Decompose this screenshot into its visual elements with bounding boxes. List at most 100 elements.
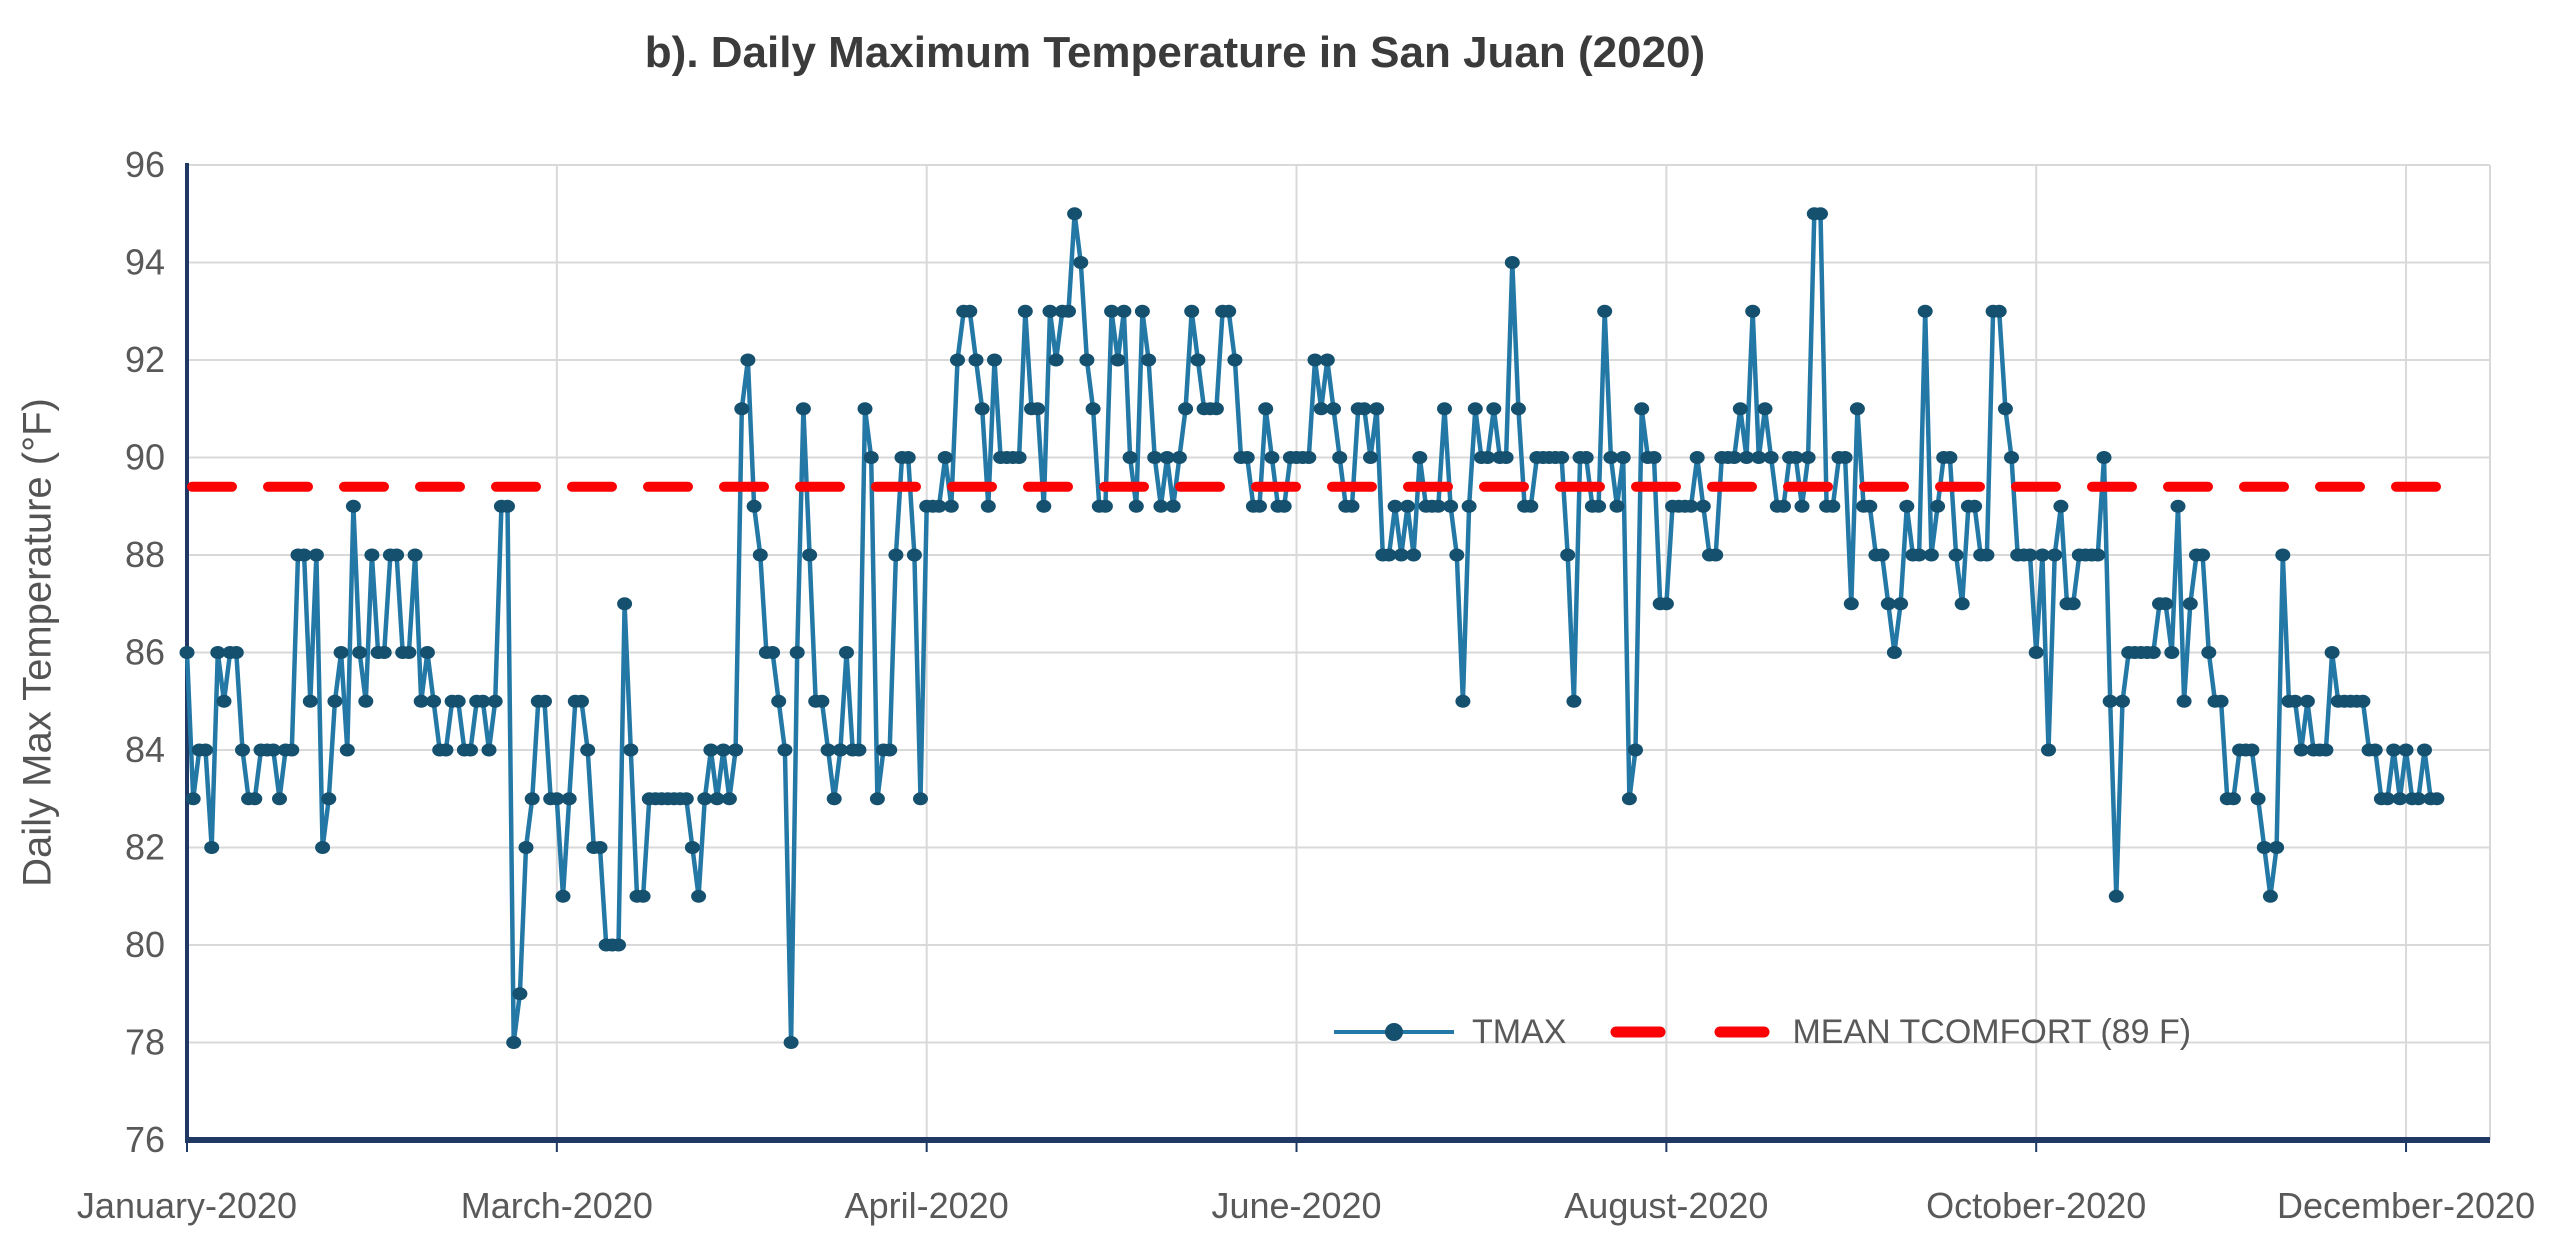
tmax-data-marker xyxy=(1486,402,1502,416)
tmax-legend-swatch xyxy=(1334,1023,1454,1041)
tmax-data-marker xyxy=(869,792,885,806)
tmax-data-marker xyxy=(345,499,361,513)
tmax-data-marker xyxy=(2022,548,2038,562)
x-tick-label: October-2020 xyxy=(1926,1185,2146,1226)
tmax-data-marker xyxy=(1554,451,1570,464)
tmax-data-marker xyxy=(2299,694,2315,708)
tmax-data-marker xyxy=(765,646,781,659)
tmax-data-marker xyxy=(832,743,848,757)
tmax-data-marker xyxy=(487,694,503,708)
tmax-data-marker xyxy=(1104,304,1120,318)
tmax-data-marker xyxy=(1967,499,1983,513)
tmax-data-marker xyxy=(1739,451,1754,464)
tmax-data-marker xyxy=(524,792,540,806)
tmax-data-marker xyxy=(1942,451,1958,464)
tmax-data-marker xyxy=(2355,694,2371,708)
tmax-data-marker xyxy=(1880,597,1896,611)
tmax-data-marker xyxy=(1498,451,1514,464)
tmax-data-marker xyxy=(450,694,466,708)
tmax-data-marker xyxy=(1646,451,1662,464)
tmax-data-marker xyxy=(987,353,1002,367)
y-tick-label: 92 xyxy=(125,339,165,380)
tmax-data-marker xyxy=(1406,548,1422,562)
tmax-data-marker xyxy=(2324,646,2340,659)
tmax-data-marker xyxy=(1893,597,1909,611)
tmax-data-marker xyxy=(481,743,497,757)
tmax-data-marker xyxy=(1437,402,1452,416)
tmax-data-marker xyxy=(1319,353,1335,367)
tmax-data-marker xyxy=(2164,646,2180,659)
tmax-data-marker xyxy=(1800,451,1816,464)
tmax-data-marker xyxy=(968,353,984,367)
y-tick-label: 82 xyxy=(125,827,165,868)
tmax-data-marker xyxy=(512,987,528,1001)
x-tick-label: August-2020 xyxy=(1564,1185,1768,1226)
x-tick-label: April-2020 xyxy=(845,1185,1009,1226)
tmax-data-marker xyxy=(1480,451,1496,464)
y-tick-label: 96 xyxy=(125,144,165,185)
tmax-data-marker xyxy=(204,841,220,854)
tmax-data-marker xyxy=(709,792,725,806)
tmax-data-marker xyxy=(198,743,213,757)
tmax-data-marker xyxy=(2429,792,2445,806)
tmax-data-marker xyxy=(740,353,756,367)
tmax-data-marker xyxy=(1443,499,1459,513)
tmax-data-marker xyxy=(906,548,922,562)
tmax-data-marker xyxy=(1455,694,1471,708)
tmax-data-marker xyxy=(931,499,947,513)
tmax-data-marker xyxy=(1110,353,1126,367)
tmax-data-marker xyxy=(1184,304,1200,318)
tmax-data-marker xyxy=(1036,499,1052,513)
tmax-data-marker xyxy=(2256,841,2272,854)
tmax-data-marker xyxy=(1128,499,1144,513)
tmax-data-marker xyxy=(777,743,793,757)
y-tick-label: 94 xyxy=(125,242,165,283)
tmax-data-marker xyxy=(1708,548,1724,562)
x-tick-label: March-2020 xyxy=(461,1185,653,1226)
tmax-data-marker xyxy=(728,743,744,757)
tmax-data-marker xyxy=(1634,402,1650,416)
tmax-data-marker xyxy=(2170,499,2186,513)
tmax-data-marker xyxy=(1030,402,1046,416)
tmax-data-marker xyxy=(2028,646,2044,659)
tmax-data-marker xyxy=(913,792,928,806)
tmax-data-marker xyxy=(1301,451,1317,464)
tmax-data-marker xyxy=(863,451,879,464)
tmax-data-marker xyxy=(389,548,405,562)
tmax-data-marker xyxy=(2065,597,2081,611)
tmax-data-marker xyxy=(1363,451,1378,464)
tmax-data-marker xyxy=(2041,743,2056,757)
tmax-data-marker xyxy=(537,694,552,708)
tmax-data-marker xyxy=(1400,499,1415,513)
tmax-data-marker xyxy=(2417,743,2432,757)
tmax-data-marker xyxy=(339,743,355,757)
y-tick-label: 80 xyxy=(125,924,165,965)
tmax-data-marker xyxy=(2182,597,2198,611)
tmax-data-marker xyxy=(2053,499,2069,513)
tmax-data-marker xyxy=(1566,694,1582,708)
tmax-data-marker xyxy=(1208,402,1224,416)
tmax-data-marker xyxy=(1825,499,1841,513)
tmax-data-marker xyxy=(1991,304,2007,318)
tmax-data-marker xyxy=(419,646,435,659)
tmax-data-marker xyxy=(678,792,694,806)
tmax-data-marker xyxy=(1369,402,1385,416)
tmax-data-marker xyxy=(752,548,768,562)
x-tick-label: December-2020 xyxy=(2277,1185,2535,1226)
y-tick-label: 88 xyxy=(125,534,165,575)
tmax-data-marker xyxy=(321,792,337,806)
tmax-data-marker xyxy=(2275,548,2291,562)
tmax-data-marker xyxy=(771,694,787,708)
tmax-data-marker xyxy=(1344,499,1360,513)
tmax-data-marker xyxy=(2262,889,2278,903)
y-tick-label: 78 xyxy=(125,1022,165,1063)
tmax-data-marker xyxy=(2096,451,2112,464)
tmax-data-marker xyxy=(888,548,904,562)
tmax-data-marker xyxy=(296,548,312,562)
tmax-data-marker xyxy=(1911,548,1927,562)
tmax-data-marker xyxy=(2318,743,2334,757)
tmax-data-marker xyxy=(1899,499,1915,513)
tmax-data-marker xyxy=(2195,548,2211,562)
